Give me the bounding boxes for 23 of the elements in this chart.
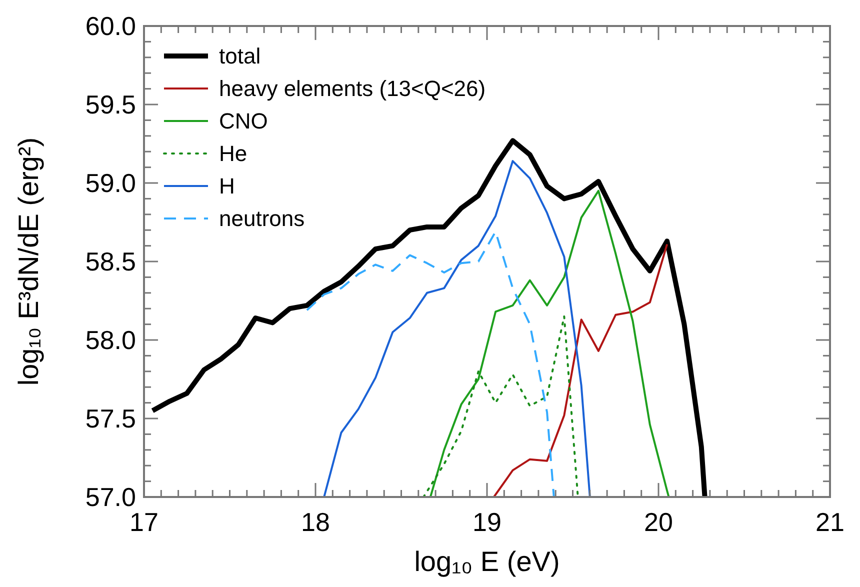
- line-series: [306, 230, 555, 497]
- legend-label: total: [219, 44, 261, 69]
- y-tick-label: 59.5: [85, 90, 136, 120]
- y-axis-title: log₁₀ E³dN/dE (erg²): [13, 137, 44, 386]
- legend-label: heavy elements (13<Q<26): [219, 76, 486, 102]
- line-series: [492, 243, 668, 497]
- x-axis-title: log₁₀ E (eV): [414, 546, 560, 577]
- legend-label: neutrons: [219, 206, 305, 232]
- legend-label: CNO: [219, 108, 268, 134]
- y-tick-label: 59.0: [85, 168, 136, 198]
- x-tick-label: 20: [644, 507, 673, 537]
- legend-label: H: [219, 174, 235, 199]
- legend-label: He: [219, 141, 248, 166]
- y-tick-label: 57.5: [85, 404, 136, 434]
- y-tick-label: 60.0: [85, 11, 136, 42]
- y-tick-label: 58.0: [85, 325, 136, 356]
- x-tick-label: 18: [301, 507, 330, 537]
- y-tick-label: 58.5: [85, 246, 136, 277]
- line-series: [323, 160, 591, 497]
- x-tick-label: 21: [816, 507, 844, 537]
- line-series: [429, 190, 670, 497]
- line-series: [422, 315, 579, 497]
- x-tick-label: 19: [472, 507, 502, 537]
